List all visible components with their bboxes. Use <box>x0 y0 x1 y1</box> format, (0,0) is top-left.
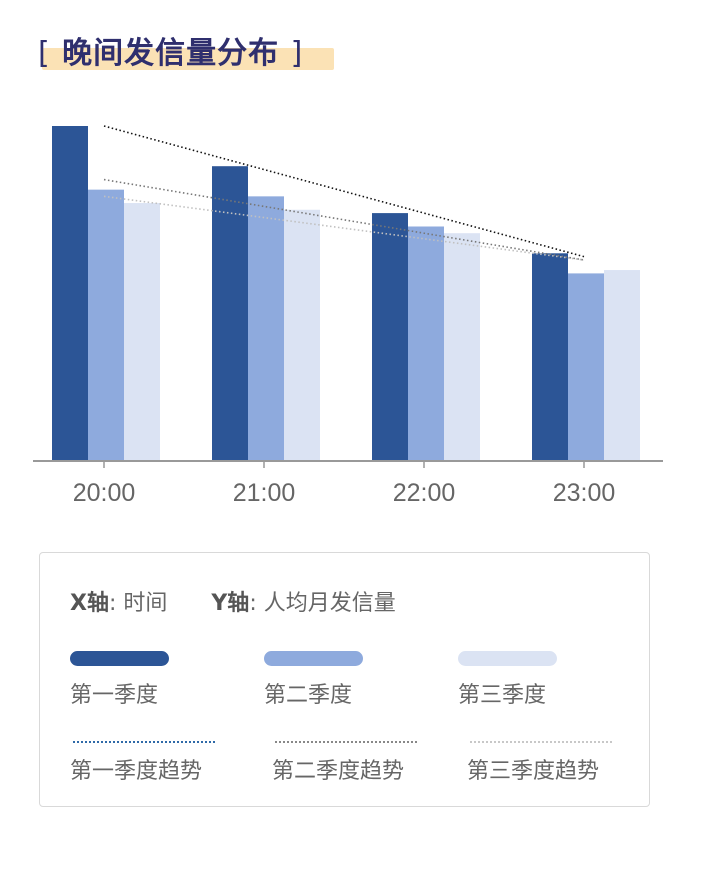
bar-chart: 20:00 21:00 22:00 23:00 <box>33 125 663 507</box>
legend-trend-line-q1 <box>73 741 215 743</box>
trend-line-q3 <box>103 195 585 261</box>
legend-label-q3: 第三季度 <box>458 683 547 708</box>
bar-q3-2000 <box>124 203 160 462</box>
bar-q1-2200 <box>372 213 408 461</box>
title-bracket-close: ] <box>290 36 304 71</box>
legend-label-q2: 第二季度 <box>264 683 353 708</box>
legend-trend-line-q3 <box>470 741 612 743</box>
x-axis-value: : 时间 <box>108 591 168 616</box>
bar-q2-2200 <box>408 226 444 461</box>
bar-q1-2100 <box>212 166 248 461</box>
y-axis-value: : 人均月发信量 <box>249 591 396 616</box>
x-tick-label-2200: 22:00 <box>393 479 456 507</box>
axis-info: X轴: 时间 Y轴: 人均月发信量 <box>70 585 396 617</box>
bar-q1-2000 <box>52 126 88 461</box>
title-bracket-open: [ <box>38 36 51 71</box>
trend-line-q2 <box>103 178 585 261</box>
y-axis-label: Y轴 <box>211 591 250 616</box>
legend-swatch-q1 <box>70 651 169 666</box>
bar-q3-2100 <box>284 209 320 461</box>
bar-q3-2200 <box>444 233 480 461</box>
bar-q3-2300 <box>604 270 640 461</box>
bar-q2-2000 <box>88 189 124 461</box>
x-tick-label-2000: 20:00 <box>73 479 136 507</box>
x-tick-label-2300: 23:00 <box>553 479 616 507</box>
bar-q1-2300 <box>532 253 568 461</box>
trend-line-q1 <box>103 125 585 258</box>
title-highlight <box>42 48 334 70</box>
legend-swatch-q2 <box>264 651 363 666</box>
legend-trend-line-q2 <box>275 741 417 743</box>
legend-label-q1: 第一季度 <box>70 683 159 708</box>
bar-q2-2300 <box>568 273 604 461</box>
x-tick-label-2100: 21:00 <box>233 479 296 507</box>
legend-swatch-q3 <box>458 651 557 666</box>
legend-trend-label-q2: 第二季度趋势 <box>272 759 405 784</box>
bar-q2-2100 <box>248 196 284 461</box>
x-axis-label: X轴 <box>70 591 109 616</box>
legend-trend-label-q1: 第一季度趋势 <box>70 759 203 784</box>
chart-title: [ 晚间发信量分布 ] <box>38 28 334 72</box>
legend-trend-label-q3: 第三季度趋势 <box>467 759 600 784</box>
title-text: 晚间发信量分布 <box>62 36 280 71</box>
legend-panel: X轴: 时间 Y轴: 人均月发信量 第一季度 第二季度 第三季度 第一季度趋势 第… <box>39 552 650 807</box>
